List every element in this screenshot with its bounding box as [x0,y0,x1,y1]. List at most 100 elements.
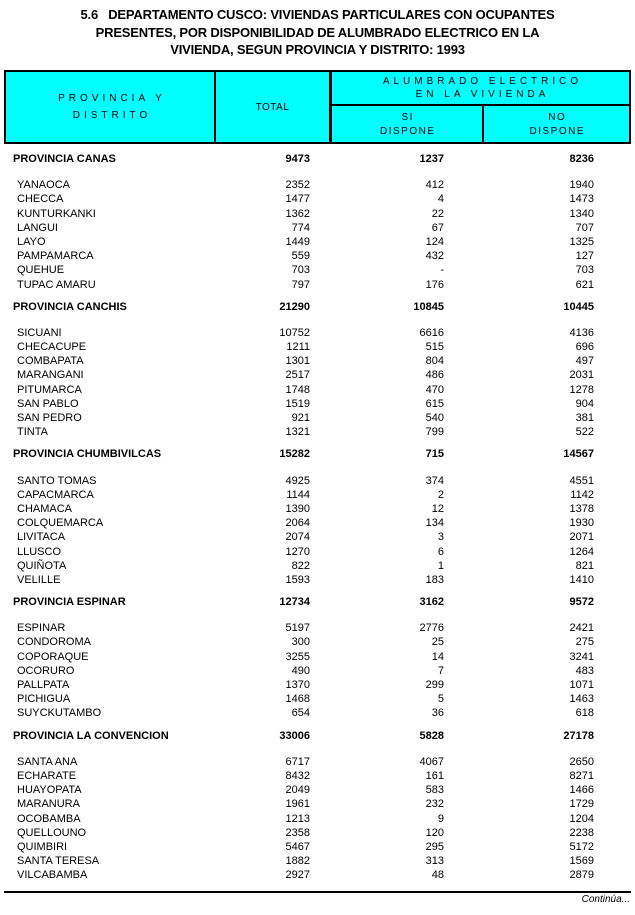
district-total: 1468 [285,693,310,706]
province-row: PROVINCIA LA CONVENCION 33006 5828 27178 [4,729,631,743]
district-total: 822 [291,559,310,572]
district-si: 486 [425,369,444,382]
province-section: PROVINCIA CANAS 9473 1237 8236 YANAOCA 2352 41… [4,152,631,292]
district-no: 3241 [569,650,594,663]
district-si: 14 [431,650,444,663]
district-row: QUIÑOTA 822 1 821 [4,559,631,573]
district-no: 1204 [569,812,594,825]
header-no-line2: DISPONE [529,125,585,137]
district-no: 821 [575,559,594,572]
district-row: QUELLOUNO 2358 120 2238 [4,826,631,840]
province-row: PROVINCIA CHUMBIVILCAS 15282 715 14567 [4,447,631,461]
district-total: 703 [291,264,310,277]
district-no: 381 [575,412,594,424]
district-name: ESPINAR [17,622,66,635]
province-si: 1237 [419,153,444,165]
district-si: 7 [437,664,444,677]
district-name: QUIÑOTA [17,559,67,572]
district-total: 921 [291,412,310,424]
district-name: LANGUI [17,221,58,234]
district-si: 412 [425,179,444,192]
district-name: SAN PEDRO [17,412,82,424]
district-row: LANGUI 774 67 707 [4,221,631,235]
district-no: 1930 [569,517,594,530]
district-row: SAN PEDRO 921 540 381 [4,411,631,425]
district-total: 1593 [285,573,310,586]
district-no: 621 [575,278,594,291]
district-no: 2879 [569,869,594,882]
header-total: TOTAL [214,72,329,142]
district-no: 1264 [569,545,594,558]
header-provincia-distrito: PROVINCIA Y DISTRITO [6,72,214,142]
district-si: 4067 [419,755,444,768]
district-name: CHAMACA [17,502,73,515]
province-row: PROVINCIA CANCHIS 21290 10845 10445 [4,300,631,314]
district-no: 275 [575,636,594,649]
district-name: MARANGANI [17,369,84,382]
district-total: 2358 [285,826,310,839]
district-row: CHAMACA 1390 12 1378 [4,502,631,516]
district-name: COPORAQUE [17,650,89,663]
district-total: 1748 [285,383,310,396]
district-row: LLUSCO 1270 6 1264 [4,545,631,559]
province-no: 8236 [569,153,594,165]
district-row: KUNTURKANKI 1362 22 1340 [4,207,631,221]
district-name: CONDOROMA [17,636,91,649]
district-no: 1325 [569,235,594,248]
header-alumbrado-line1: ALUMBRADO ELECTRICO [382,76,583,87]
district-total: 774 [291,221,310,234]
province-name: PROVINCIA CANAS [13,153,116,165]
district-name: HUAYOPATA [17,784,82,797]
province-row: PROVINCIA ESPINAR 12734 3162 9572 [4,595,631,609]
district-si: 583 [425,784,444,797]
district-total: 6717 [285,755,310,768]
district-si: 25 [431,636,444,649]
province-total: 33006 [279,729,310,742]
district-name: SANTO TOMAS [17,474,97,487]
province-section: PROVINCIA CANCHIS 21290 10845 10445 SICUANI 1… [4,300,631,440]
header-si-dispone: SI DISPONE [332,106,482,142]
district-name: LAYO [17,235,46,248]
district-row: PITUMARCA 1748 470 1278 [4,383,631,397]
district-no: 5172 [569,840,594,853]
district-no: 4136 [569,326,594,339]
header-no-line1: NO [548,111,567,123]
district-si: 2 [437,488,444,501]
table-body: PROVINCIA CANAS 9473 1237 8236 YANAOCA 2352 41… [4,144,631,890]
district-no: 1466 [569,784,594,797]
district-total: 1270 [285,545,310,558]
district-si: 22 [431,207,444,220]
district-row: YANAOCA 2352 412 1940 [4,178,631,192]
district-no: 2031 [569,369,594,382]
district-name: SANTA TERESA [17,855,100,868]
district-row: TINTA 1321 799 522 [4,425,631,439]
district-si: 124 [425,235,444,248]
district-total: 1321 [285,426,310,439]
district-si: 48 [431,869,444,882]
district-total: 1390 [285,502,310,515]
district-name: QUELLOUNO [17,826,87,839]
district-no: 8271 [569,769,594,782]
district-si: 299 [425,679,444,691]
province-name: PROVINCIA CHUMBIVILCAS [13,448,162,461]
district-name: CAPACMARCA [17,488,94,501]
district-row: SICUANI 10752 6616 4136 [4,326,631,340]
district-row: LIVITACA 2074 3 2071 [4,530,631,544]
district-total: 4925 [285,474,310,487]
district-si: 232 [425,798,444,811]
district-si: 5 [437,693,444,706]
district-total: 1519 [285,397,310,410]
district-row: COMBAPATA 1301 804 497 [4,354,631,368]
district-si: 470 [425,383,444,396]
district-total: 1144 [286,488,310,501]
district-row: VILCABAMBA 2927 48 2879 [4,868,631,882]
table-title: 5.6 DEPARTAMENTO CUSCO: VIVIENDAS PARTIC… [0,6,635,59]
district-no: 1410 [569,573,594,586]
district-name: SANTA ANA [17,755,78,768]
district-total: 1370 [285,679,310,691]
district-no: 1569 [569,855,594,868]
district-name: PICHIGUA [17,693,71,706]
district-row: CHECACUPE 1211 515 696 [4,340,631,354]
district-total: 2517 [285,369,310,382]
